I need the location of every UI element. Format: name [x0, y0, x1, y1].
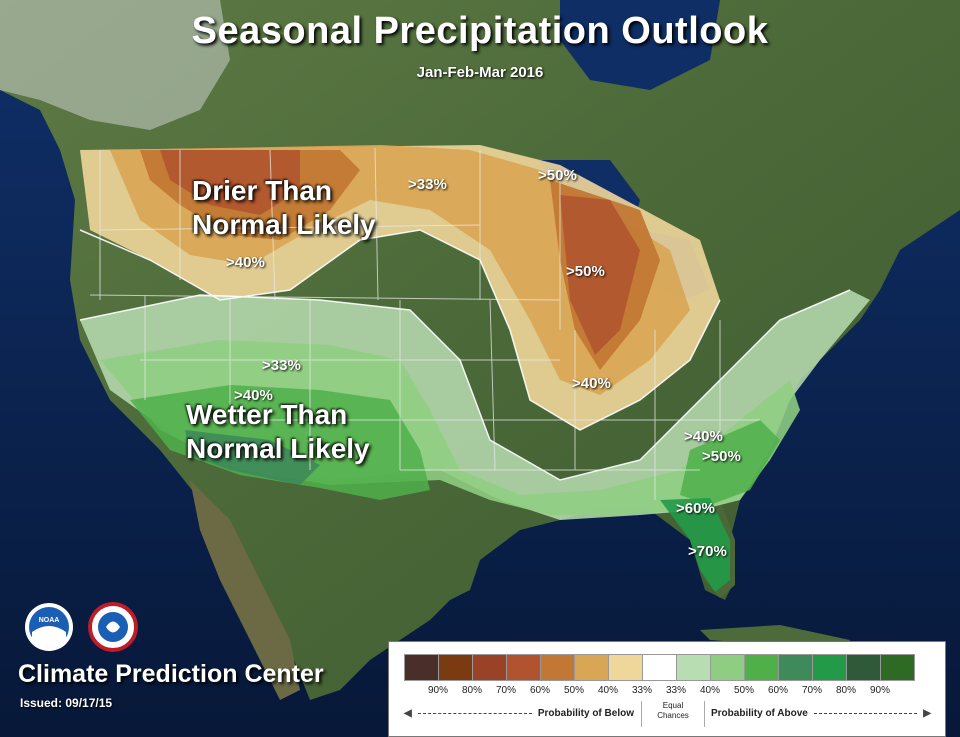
legend-tick-label: 40%: [597, 685, 618, 696]
legend-swatch: [404, 654, 439, 681]
agency-name: Climate Prediction Center: [18, 660, 324, 688]
wet-zone-70: [185, 430, 320, 485]
legend-swatch: [676, 654, 711, 681]
contour-label: >33%: [262, 357, 301, 374]
mexico-land: [190, 480, 300, 700]
legend-swatch: [642, 654, 677, 681]
issued-date: Issued: 09/17/15: [20, 696, 113, 710]
legend-swatch: [778, 654, 813, 681]
legend-tick-label: 50%: [733, 685, 754, 696]
legend-dash: [417, 713, 532, 714]
wetter-label-line1: Wetter Than: [186, 399, 348, 430]
equal-label-line1: Equal: [662, 701, 684, 710]
legend-tick-label: 90%: [427, 685, 448, 696]
legend-tick-label: 80%: [461, 685, 482, 696]
state-lines: [89, 147, 760, 500]
legend-swatch: [506, 654, 541, 681]
legend-tick-label: 33%: [665, 685, 686, 696]
wetter-label-line2: Normal Likely: [186, 433, 370, 464]
nws-logo-icon: [88, 602, 138, 652]
snow-region: [0, 0, 230, 130]
legend-tick-label: 40%: [699, 685, 720, 696]
right-arrow-icon: ▶: [923, 708, 931, 719]
legend-tick-label: 60%: [767, 685, 788, 696]
legend-swatch: [744, 654, 779, 681]
noaa-logo-icon: NOAA: [25, 603, 73, 651]
legend-tick-label: 70%: [495, 685, 516, 696]
contour-label: >40%: [226, 254, 265, 271]
legend-below-label: Probability of Below: [537, 708, 634, 719]
contour-label: >40%: [572, 375, 611, 392]
contour-lines: [79, 229, 851, 481]
wetter-zone-label: Wetter Than Normal Likely: [186, 398, 370, 466]
legend-swatch: [438, 654, 473, 681]
legend-swatch: [472, 654, 507, 681]
legend-equal-chances: Equal Chances: [641, 701, 705, 727]
legend-above: Probability of Above ▶: [711, 708, 931, 719]
legend-swatch: [574, 654, 609, 681]
legend-tick-label: 90%: [869, 685, 890, 696]
wet-zone-60: [660, 498, 730, 592]
legend-swatch: [540, 654, 575, 681]
legend-swatch: [880, 654, 915, 681]
legend-ticks: 90% 80% 70% 60% 50% 40% 33% 33% 40% 50% 60% 70% 80% 9…: [404, 685, 897, 696]
legend-tick-label: 70%: [801, 685, 822, 696]
legend-swatch: [846, 654, 881, 681]
noaa-logo-text: NOAA: [39, 617, 60, 624]
drier-label-line2: Normal Likely: [192, 209, 376, 240]
map-title: Seasonal Precipitation Outlook: [191, 10, 769, 52]
map-subtitle: Jan-Feb-Mar 2016: [416, 64, 544, 81]
hudson-bay: [560, 0, 720, 90]
left-arrow-icon: ◀: [404, 708, 412, 719]
contour-label: >50%: [702, 448, 741, 465]
legend-swatch: [608, 654, 643, 681]
legend-above-label: Probability of Above: [711, 708, 808, 719]
probability-legend: 90% 80% 70% 60% 50% 40% 33% 33% 40% 50% 60% 70% 80% 9…: [388, 641, 946, 737]
legend-swatch: [710, 654, 745, 681]
dry-zone-core: [160, 150, 640, 355]
legend-tick-label: 50%: [563, 685, 584, 696]
equal-label-line2: Chances: [657, 711, 689, 720]
drier-zone-label: Drier Than Normal Likely: [192, 174, 376, 242]
contour-label: >33%: [408, 176, 447, 193]
contour-label: >40%: [684, 428, 723, 445]
legend-swatch: [812, 654, 847, 681]
legend-tick-spacer: [404, 685, 421, 696]
legend-tick-label: 80%: [835, 685, 856, 696]
contour-label: >50%: [538, 167, 577, 184]
legend-tick-label: 60%: [529, 685, 550, 696]
contour-label: >40%: [234, 387, 273, 404]
legend-swatches: [404, 654, 915, 681]
drier-label-line1: Drier Than: [192, 175, 333, 206]
contour-label: >70%: [688, 543, 727, 560]
legend-below: ◀ Probability of Below: [404, 708, 634, 719]
contour-label: >60%: [676, 500, 715, 517]
legend-tick-label: 33%: [631, 685, 652, 696]
contour-label: >50%: [566, 263, 605, 280]
legend-dash: [813, 713, 918, 714]
